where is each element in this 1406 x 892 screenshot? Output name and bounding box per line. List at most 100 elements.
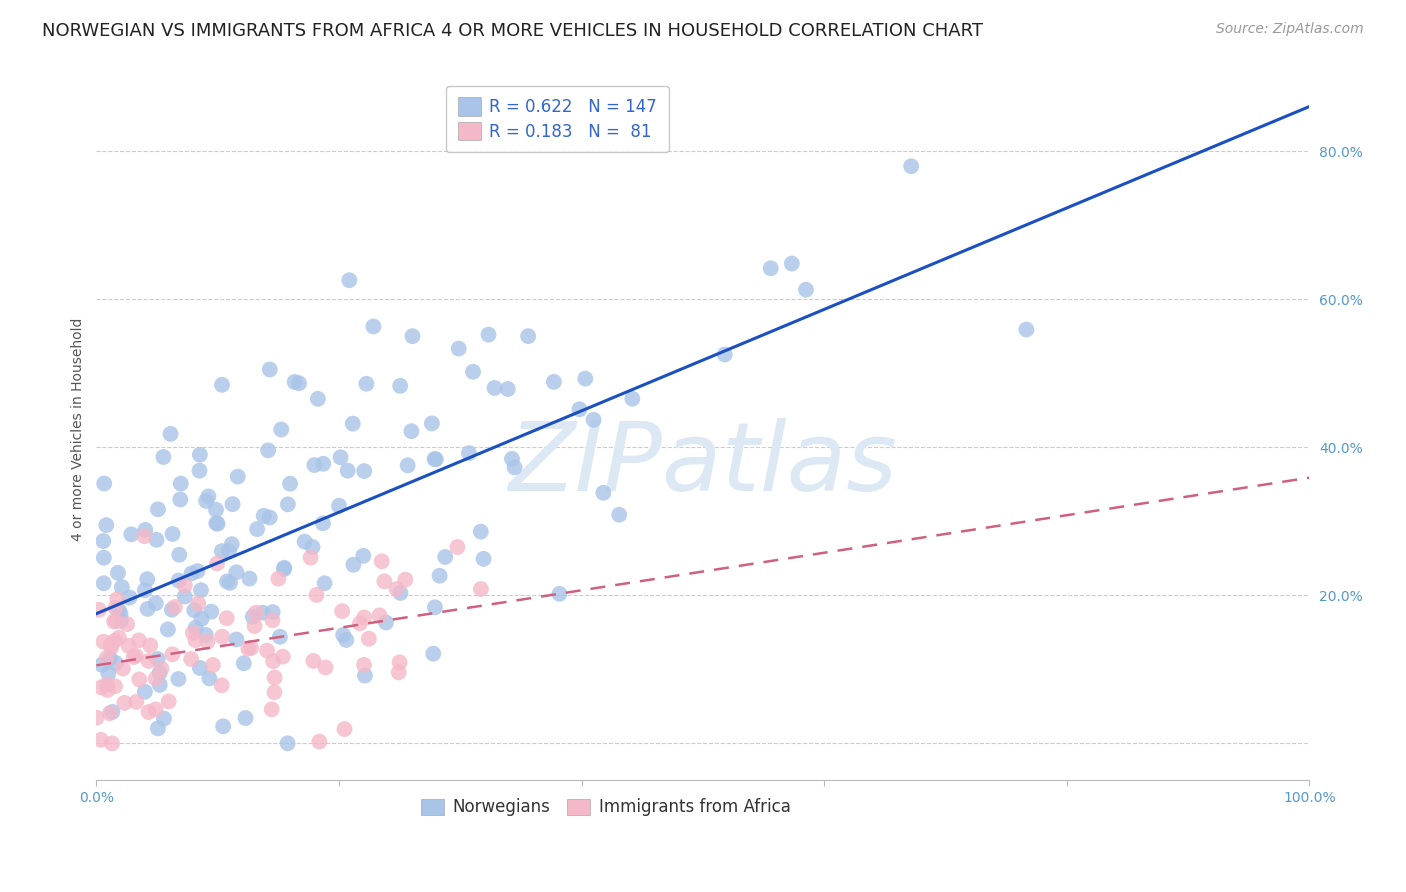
Point	[201, 658, 224, 673]
Point	[167, 548, 190, 562]
Point	[503, 460, 526, 475]
Point	[363, 319, 385, 334]
Point	[305, 588, 328, 602]
Point	[146, 722, 169, 736]
Point	[112, 696, 135, 710]
Point	[118, 591, 141, 605]
Point	[96, 683, 118, 698]
Point	[240, 640, 263, 655]
Point	[104, 633, 127, 648]
Point	[205, 503, 228, 517]
Point	[153, 712, 176, 726]
Point	[353, 657, 375, 672]
Point	[273, 562, 295, 576]
Point	[284, 375, 307, 389]
Point	[328, 499, 350, 513]
Point	[170, 476, 193, 491]
Point	[190, 583, 212, 598]
Point	[149, 665, 172, 680]
Point	[183, 603, 205, 617]
Point	[337, 273, 360, 287]
Point	[267, 572, 290, 586]
Point	[105, 592, 128, 607]
Point	[262, 613, 284, 627]
Point	[173, 590, 195, 604]
Point	[349, 616, 371, 631]
Point	[396, 458, 419, 473]
Point	[162, 647, 184, 661]
Point	[97, 666, 120, 681]
Point	[368, 608, 391, 623]
Point	[145, 702, 167, 716]
Point	[422, 647, 444, 661]
Point	[188, 661, 211, 675]
Point	[259, 362, 281, 376]
Point	[104, 656, 127, 670]
Point	[353, 464, 375, 478]
Point	[86, 711, 108, 725]
Point	[434, 549, 457, 564]
Point	[181, 626, 204, 640]
Point	[278, 476, 301, 491]
Point	[568, 402, 591, 417]
Point	[221, 537, 243, 551]
Point	[447, 342, 470, 356]
Point	[90, 681, 112, 695]
Point	[307, 392, 329, 406]
Point	[215, 611, 238, 625]
Point	[256, 643, 278, 657]
Point	[188, 464, 211, 478]
Point	[215, 574, 238, 589]
Point	[211, 678, 233, 692]
Point	[194, 628, 217, 642]
Point	[329, 450, 352, 465]
Point	[211, 377, 233, 392]
Point	[146, 652, 169, 666]
Point	[150, 662, 173, 676]
Point	[146, 502, 169, 516]
Point	[156, 623, 179, 637]
Point	[138, 654, 160, 668]
Point	[357, 632, 380, 646]
Point	[304, 458, 326, 472]
Point	[188, 448, 211, 462]
Point	[205, 557, 228, 571]
Point	[232, 657, 254, 671]
Point	[180, 652, 202, 666]
Point	[96, 677, 118, 691]
Text: ZIPatlas: ZIPatlas	[509, 417, 897, 510]
Point	[780, 256, 803, 270]
Point	[136, 602, 159, 616]
Point	[277, 497, 299, 511]
Point	[159, 426, 181, 441]
Point	[501, 451, 523, 466]
Point	[111, 661, 134, 675]
Point	[110, 614, 132, 628]
Point	[245, 606, 267, 620]
Point	[225, 566, 247, 580]
Point	[160, 602, 183, 616]
Point	[184, 633, 207, 648]
Point	[211, 630, 233, 644]
Point	[152, 450, 174, 464]
Point	[484, 381, 506, 395]
Point	[218, 544, 240, 558]
Point	[101, 705, 124, 719]
Point	[238, 572, 260, 586]
Point	[312, 516, 335, 531]
Point	[120, 527, 142, 541]
Point	[294, 534, 316, 549]
Point	[100, 640, 122, 655]
Point	[122, 650, 145, 665]
Point	[388, 656, 411, 670]
Point	[105, 614, 128, 628]
Point	[429, 568, 451, 582]
Point	[243, 619, 266, 633]
Point	[128, 633, 150, 648]
Point	[100, 638, 122, 652]
Point	[242, 609, 264, 624]
Point	[389, 379, 412, 393]
Point	[91, 534, 114, 549]
Point	[211, 544, 233, 558]
Point	[104, 679, 127, 693]
